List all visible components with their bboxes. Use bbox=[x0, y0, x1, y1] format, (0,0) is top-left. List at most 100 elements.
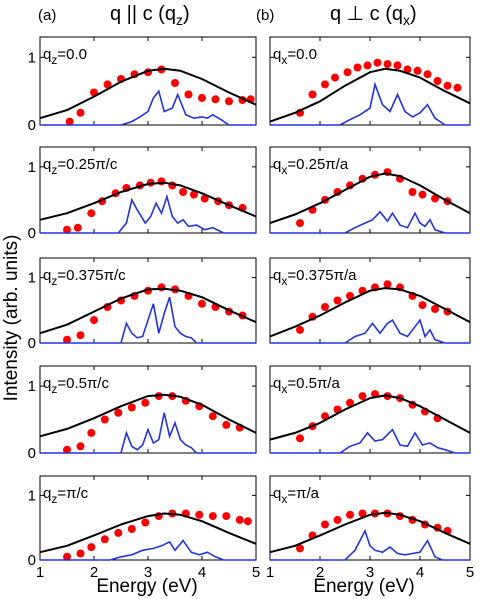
data-point bbox=[195, 510, 204, 519]
x-tick-label: 1 bbox=[266, 564, 274, 581]
spectrum-line bbox=[40, 539, 256, 561]
column-a-title-main: q || c (q bbox=[110, 3, 176, 25]
column-b-title-tail: ) bbox=[410, 3, 417, 25]
data-point bbox=[63, 335, 71, 344]
panel-a3: 01 qz=0.375π/c bbox=[28, 257, 257, 352]
y-tick-label: 0 bbox=[28, 117, 36, 134]
panel-label-base: q bbox=[273, 156, 281, 173]
data-point bbox=[333, 515, 342, 524]
panel-b3: qx=0.375π/a bbox=[269, 257, 471, 344]
panel-label-sub: x bbox=[281, 274, 287, 288]
data-point bbox=[296, 434, 304, 443]
y-tick-label: 1 bbox=[28, 378, 36, 395]
panel-label-value: =0.5π/a bbox=[287, 375, 340, 392]
data-point bbox=[100, 535, 109, 544]
panel-label-value: =0.25π/a bbox=[287, 156, 348, 173]
data-point bbox=[363, 61, 372, 70]
data-point bbox=[403, 65, 412, 74]
data-point bbox=[296, 325, 304, 334]
model-curve bbox=[269, 172, 471, 225]
panel-b1: qx=0.0 bbox=[269, 36, 471, 126]
data-point bbox=[321, 80, 329, 89]
data-point bbox=[189, 190, 198, 199]
data-point bbox=[418, 301, 427, 310]
panel-label: qz=0.5π/c bbox=[43, 375, 109, 396]
data-point bbox=[423, 70, 432, 79]
column-a-title-tail: ) bbox=[183, 3, 190, 25]
panel-label-base: q bbox=[43, 375, 51, 392]
data-point bbox=[65, 117, 74, 126]
x-tick-label: 4 bbox=[416, 564, 424, 581]
data-point bbox=[418, 190, 427, 199]
panel-label-base: q bbox=[273, 267, 281, 284]
panel-label-base: q bbox=[43, 46, 51, 63]
panel-label-value: =0.375π/c bbox=[57, 267, 126, 284]
data-point bbox=[141, 398, 150, 407]
panel-label-value: =0.0 bbox=[57, 46, 87, 63]
model-curve bbox=[39, 287, 257, 335]
panel-label-value: =π/c bbox=[57, 485, 88, 502]
panel-label: qz=0.25π/c bbox=[43, 156, 118, 177]
model-curve bbox=[269, 511, 471, 554]
data-point bbox=[443, 81, 452, 90]
data-point bbox=[198, 299, 206, 308]
x-tick-label: 3 bbox=[144, 564, 152, 581]
y-tick-label: 1 bbox=[28, 487, 36, 504]
data-point bbox=[225, 97, 233, 106]
data-point bbox=[76, 549, 85, 558]
spectrum-line bbox=[40, 412, 256, 454]
panel-label-sub: x bbox=[281, 163, 287, 177]
model-curve bbox=[269, 394, 471, 441]
data-point bbox=[431, 194, 439, 203]
spectrum-line bbox=[40, 89, 256, 126]
column-a-title-sub: z bbox=[176, 12, 183, 28]
panel-label-sub: z bbox=[51, 382, 57, 396]
data-point bbox=[321, 303, 329, 311]
data-point bbox=[353, 63, 362, 72]
data-point bbox=[184, 90, 193, 99]
data-point bbox=[453, 83, 462, 92]
data-point bbox=[127, 403, 136, 412]
spectrum-line bbox=[270, 81, 470, 126]
data-point bbox=[222, 420, 231, 429]
x-tick-label: 2 bbox=[316, 564, 324, 581]
spectrum-line bbox=[270, 210, 470, 234]
data-point bbox=[243, 517, 252, 526]
y-tick-label: 0 bbox=[28, 225, 36, 242]
x-tick-label: 3 bbox=[366, 564, 374, 581]
panel-b5: 1 2 3 4 5 qx=π/a bbox=[266, 475, 474, 581]
data-point bbox=[103, 80, 112, 89]
x-axis-label-b: Energy (eV) bbox=[313, 576, 414, 597]
data-point bbox=[308, 90, 317, 99]
spectrum-line bbox=[270, 528, 470, 561]
data-point bbox=[346, 291, 354, 300]
data-point bbox=[90, 316, 98, 325]
data-point bbox=[76, 442, 85, 451]
data-point bbox=[114, 408, 123, 417]
data-point bbox=[346, 510, 354, 519]
panel-label-value: =π/a bbox=[287, 485, 319, 502]
data-point bbox=[296, 219, 304, 228]
panel-label: qz=0.0 bbox=[43, 46, 87, 67]
panels: 01 qz=0.0 qx=0.001 qz=0.25π/c qx=0.25π/a01 qz… bbox=[28, 36, 474, 581]
panel-label: qx=π/a bbox=[273, 485, 320, 506]
x-tick-label: 5 bbox=[252, 564, 260, 581]
x-tick-label: 1 bbox=[36, 564, 44, 581]
column-b-title: q ⊥ c (qx) bbox=[330, 3, 417, 28]
panel-b2: qx=0.25π/a bbox=[269, 146, 471, 234]
panel-label-sub: x bbox=[281, 492, 287, 506]
data-point bbox=[408, 188, 417, 196]
data-point bbox=[331, 73, 339, 82]
data-point bbox=[358, 392, 367, 401]
spectrum-line bbox=[270, 318, 470, 344]
x-tick-label: 5 bbox=[466, 564, 474, 581]
model-curve bbox=[269, 67, 471, 123]
panel-label: qx=0.25π/a bbox=[273, 156, 349, 177]
data-point bbox=[211, 95, 220, 104]
data-point bbox=[171, 79, 179, 87]
data-point bbox=[157, 283, 166, 292]
panel-label-sub: z bbox=[51, 53, 57, 67]
panel-a5: 1 2 3 4 501 qz=π/c bbox=[28, 475, 260, 581]
data-point bbox=[87, 428, 96, 437]
